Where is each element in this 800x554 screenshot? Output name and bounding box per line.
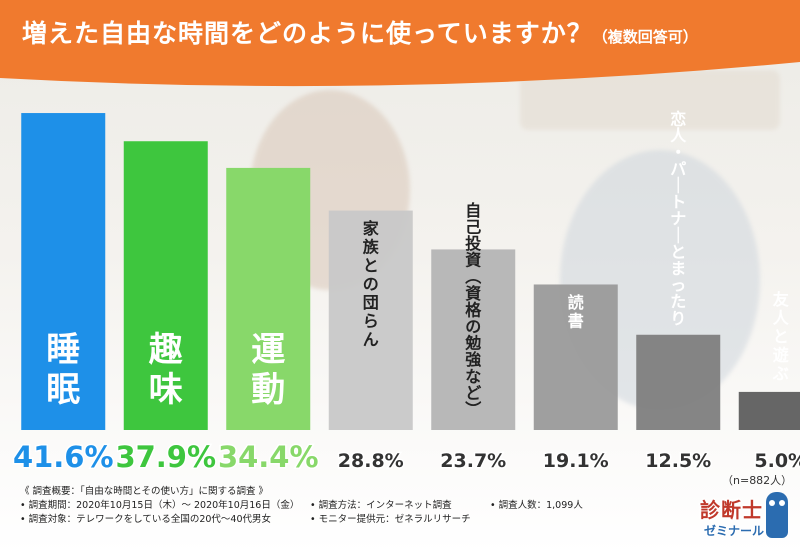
bar-group-3: 運動 34.4% <box>216 167 320 476</box>
bar-group-2: 趣味 37.9% <box>114 141 218 476</box>
chart-title: 増えた自由な時間をどのように使っていますか？（複数回答可） <box>22 14 698 50</box>
title-banner <box>0 0 800 87</box>
bar-group-5: 自己投資︵資格の勉強など︶ 23.7% <box>431 201 516 474</box>
category-label-2: 趣味 <box>149 330 183 410</box>
value-label-1: 41.6% <box>13 440 114 474</box>
bar-group-6: 読書 19.1% <box>533 284 618 474</box>
bar-7 <box>636 334 721 430</box>
value-label-7: 12.5% <box>645 450 711 472</box>
category-label-1: 睡眠 <box>46 330 80 410</box>
summary-period: • 調査期間：2020年10月15日（木）～ 2020年10月16日（金） <box>20 500 300 511</box>
category-label-5: 自己投資︵資格の勉強など︶ <box>464 201 482 419</box>
logo-text-main: 診断士 <box>700 498 763 522</box>
bar-6 <box>533 284 618 430</box>
category-label-6: 読書 <box>568 293 584 331</box>
summary-target: • 調査対象：テレワークをしている全国の20代～40代男女 <box>20 514 272 525</box>
summary-method: • 調査方法：インターネット調査 <box>310 500 452 511</box>
value-label-5: 23.7% <box>440 450 506 472</box>
bar-8 <box>738 391 800 430</box>
summary-respondents: • 調査人数：1,099人 <box>490 500 583 511</box>
owl-mascot-icon <box>766 492 788 538</box>
summary-heading: 《 調査概要：「自由な時間とその使い方」に関する調査 》 <box>20 486 269 497</box>
bar-3 <box>226 167 311 430</box>
category-label-7: 恋人・パ｜トナ｜とまったり <box>670 110 687 328</box>
sample-size-label: （n=882人） <box>722 474 793 487</box>
value-label-8: 5.0% <box>754 450 800 472</box>
bar-group-8: 友人と遊ぶ 5.0% <box>738 290 800 474</box>
category-label-4: 家族との団らん <box>363 219 380 349</box>
background-shelf <box>520 70 780 130</box>
bar-2 <box>123 141 208 430</box>
bar-group-4: 家族との団らん 28.8% <box>328 210 413 474</box>
value-label-2: 37.9% <box>115 440 216 474</box>
bar-5 <box>431 249 516 430</box>
summary-provider: • モニター提供元：ゼネラルリサーチ <box>310 514 471 525</box>
category-label-8: 友人と遊ぶ <box>772 290 790 383</box>
brand-logo: 診断士 ゼミナール <box>700 488 790 548</box>
bar-group-1: 睡眠 41.6% <box>11 113 115 476</box>
category-label-3: 運動 <box>251 330 285 410</box>
survey-summary: 《 調査概要：「自由な時間とその使い方」に関する調査 》 • 調査期間：2020… <box>20 485 700 527</box>
value-label-3: 34.4% <box>218 440 319 474</box>
chart-title-main: 増えた自由な時間をどのように使っていますか？ <box>22 19 593 48</box>
bar-1 <box>21 113 106 431</box>
value-label-4: 28.8% <box>338 450 404 472</box>
value-label-6: 19.1% <box>543 450 609 472</box>
bar-4 <box>328 210 413 430</box>
bar-group-7: 恋人・パ｜トナ｜とまったり 12.5% <box>636 110 721 474</box>
chart-title-note: （複数回答可） <box>592 28 698 46</box>
logo-text-sub: ゼミナール <box>704 524 765 538</box>
